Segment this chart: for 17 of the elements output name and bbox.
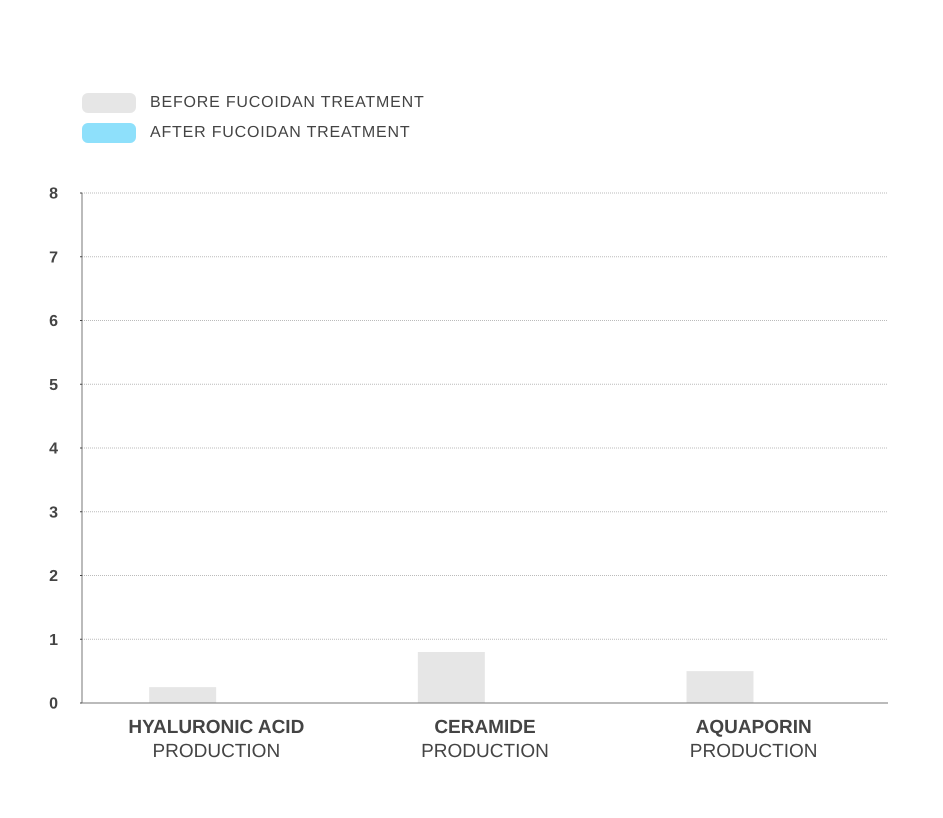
- bar: [686, 671, 754, 703]
- bar: [418, 652, 485, 703]
- x-tick-label: AQUAPORIN PRODUCTION: [690, 717, 818, 762]
- bar: [149, 687, 216, 703]
- y-tick-label: 1: [49, 632, 58, 649]
- y-tick-label: 8: [49, 186, 58, 203]
- legend-label: AFTER FUCOIDAN TREATMENT: [150, 124, 410, 142]
- x-tick-label: HYALURONIC ACID PRODUCTION: [128, 717, 304, 762]
- y-tick-label: 2: [49, 568, 58, 586]
- y-tick-label: 5: [49, 376, 58, 394]
- y-tick-label: 7: [49, 249, 58, 266]
- y-tick-label: 3: [49, 504, 58, 522]
- legend-label: BEFORE FUCOIDAN TREATMENT: [150, 94, 425, 112]
- y-tick-label: 4: [49, 440, 58, 458]
- y-tick-label: 0: [49, 696, 58, 713]
- x-tick-label: CERAMIDE PRODUCTION: [421, 717, 549, 762]
- y-tick-label: 6: [49, 313, 58, 330]
